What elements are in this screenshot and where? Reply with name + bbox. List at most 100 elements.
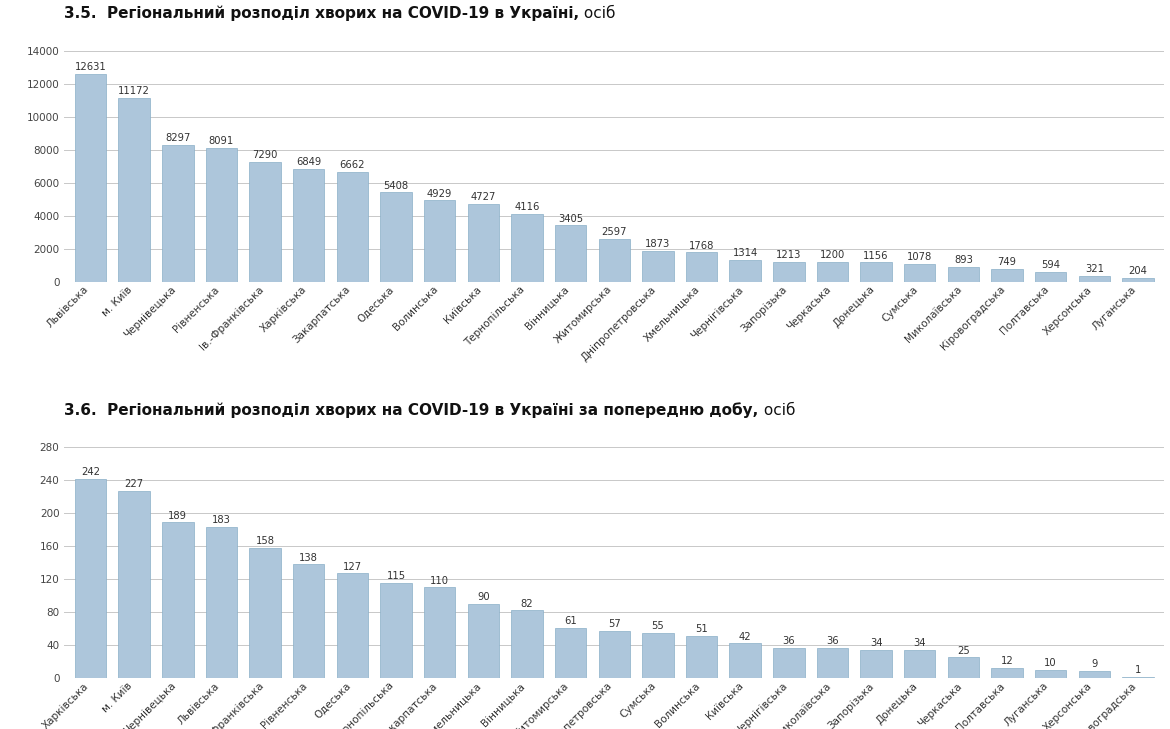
Text: 594: 594	[1041, 260, 1060, 270]
Text: 183: 183	[212, 515, 230, 526]
Text: 34: 34	[914, 638, 925, 648]
Text: 4929: 4929	[427, 189, 453, 198]
Text: 36: 36	[783, 636, 796, 647]
Bar	[118, 491, 150, 678]
Text: 25: 25	[957, 646, 970, 655]
Bar	[773, 648, 805, 678]
Text: 1213: 1213	[776, 250, 801, 260]
Text: 9: 9	[1092, 659, 1097, 668]
Text: 1873: 1873	[646, 239, 670, 249]
Bar	[817, 648, 848, 678]
Text: 1078: 1078	[907, 252, 932, 262]
Bar	[991, 668, 1023, 678]
Bar	[75, 74, 106, 281]
Bar	[468, 203, 500, 281]
Text: 10: 10	[1045, 658, 1057, 668]
Text: 749: 749	[998, 257, 1017, 268]
Text: 2597: 2597	[601, 227, 627, 237]
Text: 8091: 8091	[208, 136, 234, 147]
Text: 6849: 6849	[296, 157, 322, 167]
Text: осіб: осіб	[579, 6, 615, 21]
Bar	[642, 251, 674, 281]
Text: 3.6.  Регіональний розподіл хворих на COVID-19 в Україні за попередню добу,: 3.6. Регіональний розподіл хворих на COV…	[64, 402, 758, 418]
Bar	[1035, 670, 1066, 678]
Text: 158: 158	[255, 536, 275, 546]
Text: 1768: 1768	[689, 241, 714, 251]
Bar	[860, 650, 892, 678]
Bar	[599, 239, 629, 281]
Bar	[292, 564, 324, 678]
Bar	[249, 162, 281, 281]
Text: 127: 127	[343, 561, 362, 572]
Bar	[729, 644, 760, 678]
Text: 55: 55	[652, 621, 665, 631]
Text: 7290: 7290	[253, 149, 277, 160]
Bar	[686, 636, 717, 678]
Bar	[948, 658, 979, 678]
Text: 227: 227	[125, 479, 144, 489]
Bar	[817, 262, 848, 281]
Bar	[773, 262, 805, 281]
Text: 57: 57	[608, 619, 620, 629]
Text: осіб: осіб	[758, 402, 794, 418]
Text: 4116: 4116	[515, 202, 539, 212]
Bar	[729, 260, 760, 281]
Bar	[75, 479, 106, 678]
Bar	[468, 604, 500, 678]
Text: 42: 42	[739, 631, 751, 642]
Bar	[163, 523, 193, 678]
Text: 11172: 11172	[118, 86, 150, 95]
Text: 90: 90	[477, 592, 489, 602]
Text: 8297: 8297	[165, 133, 191, 143]
Text: 5408: 5408	[384, 181, 408, 191]
Bar	[337, 172, 369, 281]
Bar	[1122, 278, 1154, 281]
Bar	[380, 583, 412, 678]
Text: 189: 189	[168, 510, 187, 521]
Text: 110: 110	[431, 576, 449, 585]
Text: 34: 34	[869, 638, 882, 648]
Text: 36: 36	[826, 636, 839, 647]
Bar	[511, 610, 543, 678]
Bar	[206, 527, 238, 678]
Text: 242: 242	[81, 467, 101, 477]
Text: 61: 61	[564, 616, 577, 626]
Text: 1156: 1156	[863, 251, 889, 261]
Bar	[1122, 677, 1154, 678]
Bar	[380, 192, 412, 281]
Text: 12: 12	[1000, 656, 1013, 666]
Bar	[1079, 276, 1110, 281]
Bar	[948, 267, 979, 281]
Text: 82: 82	[521, 599, 534, 609]
Text: 4727: 4727	[470, 192, 496, 202]
Text: 115: 115	[386, 572, 406, 582]
Text: 12631: 12631	[75, 62, 106, 71]
Bar	[686, 252, 717, 281]
Bar	[642, 633, 674, 678]
Bar	[424, 200, 455, 281]
Text: 138: 138	[300, 553, 318, 563]
Bar	[1079, 671, 1110, 678]
Bar	[599, 631, 629, 678]
Bar	[1035, 272, 1066, 281]
Bar	[292, 168, 324, 281]
Text: 51: 51	[695, 624, 708, 634]
Bar	[337, 574, 369, 678]
Bar	[118, 98, 150, 281]
Bar	[206, 148, 238, 281]
Text: 204: 204	[1129, 266, 1148, 276]
Text: 3405: 3405	[558, 214, 583, 224]
Bar	[511, 214, 543, 281]
Bar	[424, 588, 455, 678]
Text: 1: 1	[1135, 666, 1141, 675]
Text: 321: 321	[1085, 265, 1103, 274]
Text: 6662: 6662	[339, 160, 365, 170]
Text: 893: 893	[954, 255, 972, 265]
Bar	[991, 269, 1023, 281]
Text: 3.5.  Регіональний розподіл хворих на COVID-19 в Україні,: 3.5. Регіональний розподіл хворих на COV…	[64, 6, 579, 21]
Bar	[904, 650, 936, 678]
Bar	[249, 548, 281, 678]
Text: 1314: 1314	[732, 248, 758, 258]
Bar	[555, 628, 586, 678]
Bar	[163, 145, 193, 281]
